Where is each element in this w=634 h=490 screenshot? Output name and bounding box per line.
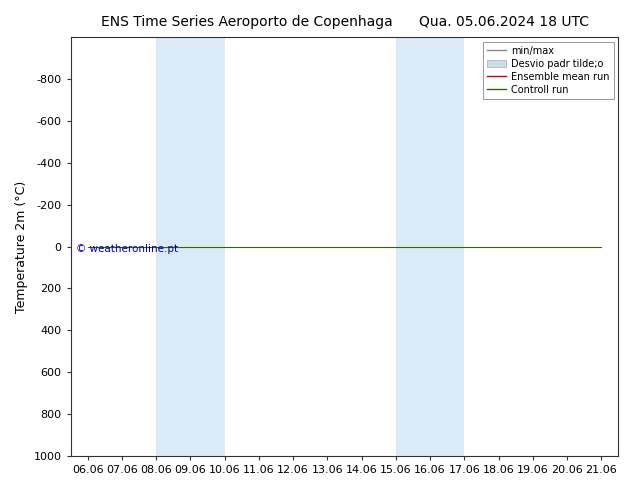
Legend: min/max, Desvio padr tilde;o, Ensemble mean run, Controll run: min/max, Desvio padr tilde;o, Ensemble m… [483, 42, 614, 98]
Y-axis label: Temperature 2m (°C): Temperature 2m (°C) [15, 180, 28, 313]
Title: ENS Time Series Aeroporto de Copenhaga      Qua. 05.06.2024 18 UTC: ENS Time Series Aeroporto de Copenhaga Q… [101, 15, 588, 29]
Text: © weatheronline.pt: © weatheronline.pt [76, 244, 178, 254]
Bar [156, 37, 224, 456]
Bar [396, 37, 464, 456]
